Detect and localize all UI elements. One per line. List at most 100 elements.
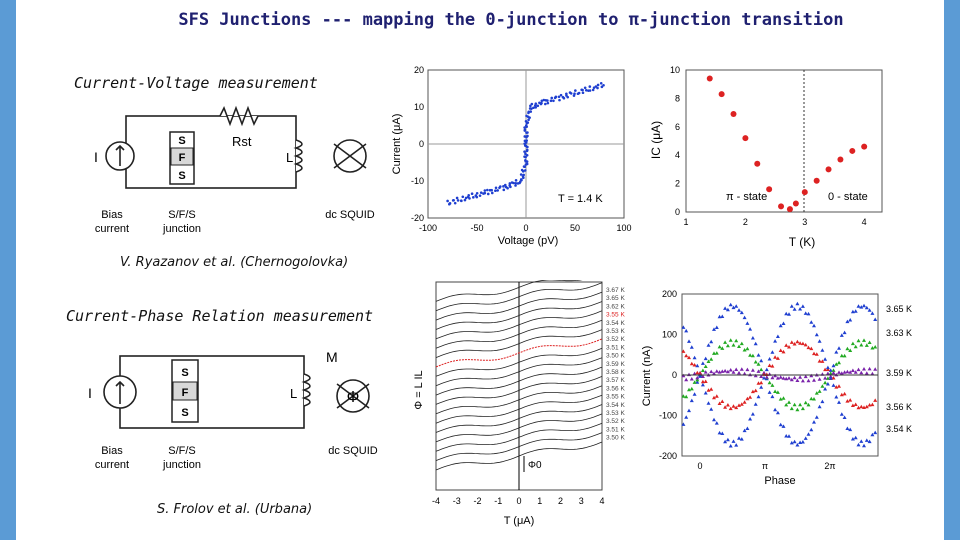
phase-point: [834, 350, 839, 354]
phase-point: [703, 379, 708, 383]
phase-point: [850, 341, 855, 346]
phase-point: [692, 380, 697, 384]
phase-point: [789, 377, 794, 382]
ict-xtick-label: 2: [743, 217, 748, 227]
phase-point: [681, 349, 686, 353]
label-dc-squid-1: dc SQUID: [325, 209, 375, 221]
phase-point: [817, 377, 822, 381]
phase-point: [714, 369, 719, 373]
iv-circuit-diagram: S F S I Rst L Bias current S/F/S junctio…: [94, 105, 375, 235]
phase-point: [695, 380, 700, 384]
phase-point: [870, 432, 875, 437]
iv-point: [529, 104, 532, 108]
iv-point: [494, 189, 497, 193]
iv-point: [525, 153, 529, 157]
iv-xlabel: Voltage (pV): [498, 235, 559, 247]
stack-scale-label: Φ0: [528, 460, 542, 471]
phase-point: [703, 370, 708, 374]
phase-point: [767, 380, 772, 385]
phase-point: [798, 402, 803, 407]
inductor-icon-2: [301, 373, 311, 407]
phase-point: [684, 377, 689, 382]
phase-point: [795, 378, 800, 382]
ict-point: [742, 135, 749, 142]
label-f-2: F: [182, 387, 189, 399]
phase-point: [792, 402, 797, 407]
phase-point: [756, 362, 761, 366]
phase-point: [798, 341, 803, 345]
iv-point: [549, 99, 553, 103]
phi-symbol: Φ: [347, 389, 360, 406]
phase-point: [709, 339, 714, 344]
phase-point: [864, 438, 869, 442]
ict-point: [837, 156, 844, 163]
stack-curve: [435, 347, 603, 377]
iv-point: [470, 192, 474, 196]
phase-point: [778, 375, 783, 379]
phase-point: [803, 374, 808, 379]
iv-point: [540, 101, 543, 105]
iv-point: [599, 81, 603, 85]
phase-point: [712, 351, 716, 355]
iv-xtick-label: 0: [523, 223, 528, 233]
phase-point: [720, 369, 725, 373]
phase-point: [712, 327, 716, 331]
phase-point: [845, 346, 850, 351]
phase-point: [803, 342, 808, 347]
phase-point: [723, 368, 728, 373]
ict-point: [792, 200, 799, 207]
phase-point: [850, 403, 855, 407]
phase-point: [759, 374, 764, 378]
phase-point: [789, 304, 794, 308]
phase-point: [720, 314, 725, 318]
phase-point: [809, 346, 814, 351]
phase-point: [823, 380, 828, 385]
phase-point: [717, 430, 722, 435]
ict-label-pi: π - state: [726, 191, 767, 203]
iv-point: [490, 188, 493, 192]
phase-point: [795, 339, 800, 344]
stack-ylabel: Φ = L IL: [413, 370, 425, 409]
phase-point: [809, 373, 814, 378]
phase-point: [787, 376, 791, 380]
phase-point: [837, 384, 841, 388]
phase-point: [720, 399, 725, 403]
phase-point: [800, 304, 805, 308]
phase-point: [737, 308, 741, 312]
iv-point: [519, 173, 523, 176]
phase-point: [845, 319, 850, 324]
iv-point: [592, 86, 596, 89]
phase-point: [856, 442, 861, 447]
ict-point: [718, 91, 725, 98]
phase-point: [750, 353, 755, 358]
phase-point: [745, 396, 750, 401]
iv-point: [526, 131, 529, 134]
iv-point: [596, 86, 599, 90]
phase-point: [842, 391, 847, 396]
iv-point: [523, 169, 527, 172]
stack-legend-label: 3.51 K: [606, 344, 625, 351]
phase-point: [778, 422, 783, 427]
label-s-bottom: S: [178, 170, 185, 182]
stack-curve: [435, 329, 603, 358]
phase-point: [806, 311, 811, 316]
phase-point: [728, 368, 733, 372]
ict-ytick-label: 2: [675, 179, 680, 189]
cpr-circuit-diagram: S F S I M L Φ Bias current S/F/S junctio…: [88, 349, 378, 471]
phase-point: [792, 375, 797, 380]
iv-point: [524, 152, 527, 156]
phase-point: [756, 353, 761, 357]
stack-legend-label: 3.67 K: [606, 287, 625, 294]
phase-point: [817, 339, 822, 343]
iv-ytick-label: -10: [411, 176, 424, 186]
slide-title: SFS Junctions --- mapping the 0-junction…: [178, 10, 844, 30]
phase-point: [873, 317, 878, 321]
iv-point: [496, 189, 499, 192]
iv-point: [534, 106, 537, 109]
phase-ylabel: Current (nA): [641, 346, 653, 407]
phase-point: [806, 378, 811, 383]
phase-point: [784, 434, 789, 438]
phase-point: [748, 395, 753, 399]
iv-point: [514, 179, 518, 182]
phase-point: [806, 402, 811, 407]
